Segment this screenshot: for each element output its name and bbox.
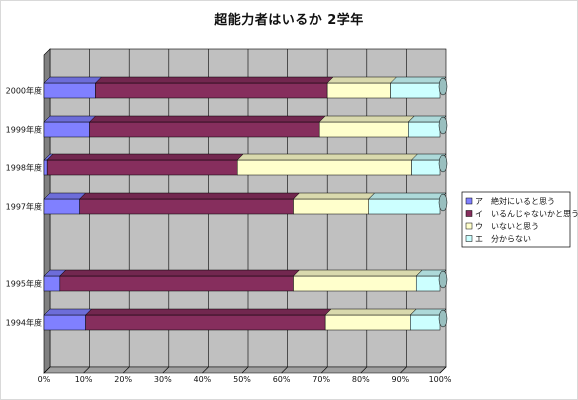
bar-segment <box>236 159 412 176</box>
bar-segment-top <box>410 153 447 161</box>
bar-segment-top <box>79 192 301 200</box>
bar-segment <box>324 314 411 331</box>
bar-segment <box>293 198 369 215</box>
bar-segment <box>43 121 90 138</box>
gridline-floor <box>83 366 90 374</box>
x-tick-label: 0% <box>38 375 51 384</box>
bar-segment-top <box>326 76 398 84</box>
x-tick-label: 30% <box>154 375 172 384</box>
bar-segment-top <box>368 192 447 200</box>
bar-segment-top <box>407 115 447 123</box>
bar-end-cap <box>438 154 448 173</box>
x-tick-label: 50% <box>233 375 251 384</box>
gridline-floor <box>241 366 249 374</box>
x-tick-label: 20% <box>114 375 132 384</box>
gridline-floor <box>202 366 209 374</box>
legend-label: ウ いないと思う <box>475 222 539 231</box>
bar-end-cap <box>438 270 448 289</box>
bar-segment-top <box>59 269 301 277</box>
legend-box <box>461 191 571 248</box>
bar-segment-top <box>84 308 332 316</box>
gridline-floor <box>281 366 288 374</box>
bar-segment <box>368 198 441 215</box>
legend-label: エ 分からない <box>475 235 531 244</box>
bar-segment <box>410 314 441 331</box>
bar-segment <box>43 198 80 215</box>
bar-segment <box>326 82 391 99</box>
bar-segment <box>43 159 48 176</box>
x-tick-label: 100% <box>429 375 452 384</box>
bar-segment <box>59 275 294 292</box>
bar-segment <box>85 314 326 331</box>
gridline-floor <box>122 366 130 374</box>
bar-segment-top <box>43 192 87 200</box>
legend-swatch <box>465 197 473 205</box>
bar-segment <box>411 159 441 176</box>
x-tick-label: 60% <box>273 375 291 384</box>
bar-segment-top <box>324 308 417 316</box>
legend-label: ア 絶対にいると思う <box>475 196 555 206</box>
y-tick-label: 2000年度 <box>6 86 42 96</box>
bar-segment <box>318 121 409 138</box>
bar-end-cap <box>438 193 448 212</box>
bar-segment-top <box>43 76 103 84</box>
bar-segment <box>408 121 441 138</box>
x-tick-label: 90% <box>392 375 410 384</box>
y-tick-label: 1994年度 <box>6 318 42 328</box>
bar-segment-top <box>94 76 334 84</box>
x-tick-label: 40% <box>194 375 212 384</box>
y-tick-label: 1995年度 <box>6 279 42 289</box>
x-tick-label: 70% <box>312 375 330 384</box>
legend-label: イ いるんじゃないかと思う <box>475 210 578 219</box>
bar-segment <box>46 159 238 176</box>
bar-segment-top <box>409 308 447 316</box>
x-tick-label: 10% <box>75 375 93 384</box>
bar-end-cap <box>438 309 448 328</box>
bar-segment-top <box>46 153 244 161</box>
legend-swatch <box>465 210 473 217</box>
bar-segment <box>415 275 441 292</box>
bar-segment-top <box>292 269 423 277</box>
bar-segment-top <box>236 153 419 161</box>
bar-segment-top <box>43 308 93 316</box>
legend-swatch <box>465 235 473 242</box>
y-tick-label: 1998年度 <box>6 163 42 173</box>
bar-segment-top <box>389 76 447 84</box>
bar-end-cap <box>438 116 448 135</box>
bar-segment <box>43 275 61 292</box>
bar-segment-top <box>318 115 415 123</box>
bar-segment-top <box>292 192 376 200</box>
y-tick-label: 1997年度 <box>6 202 42 212</box>
gridline-floor <box>162 366 170 374</box>
bar-segment-top <box>88 115 326 123</box>
gridline-floor <box>360 366 368 374</box>
chart-title: 超能力者はいるか 2学年 <box>214 13 364 28</box>
gridline-floor <box>439 366 447 374</box>
x-tick-label: 80% <box>352 375 370 384</box>
bar-segment <box>390 82 441 99</box>
bar-segment <box>79 198 294 215</box>
gridline-floor <box>320 366 328 374</box>
bar-segment <box>43 314 86 331</box>
bar-end-cap <box>438 77 448 96</box>
bar-segment <box>293 275 417 292</box>
bar-segment-top <box>415 269 447 277</box>
bar-segment <box>89 121 320 138</box>
legend-swatch <box>465 222 473 230</box>
bar-segment <box>43 82 96 99</box>
bar-segment <box>95 82 328 99</box>
gridline-floor <box>43 366 51 374</box>
y-tick-label: 1999年度 <box>6 125 42 135</box>
gridline-floor <box>400 366 407 374</box>
bar-segment-top <box>43 115 97 123</box>
